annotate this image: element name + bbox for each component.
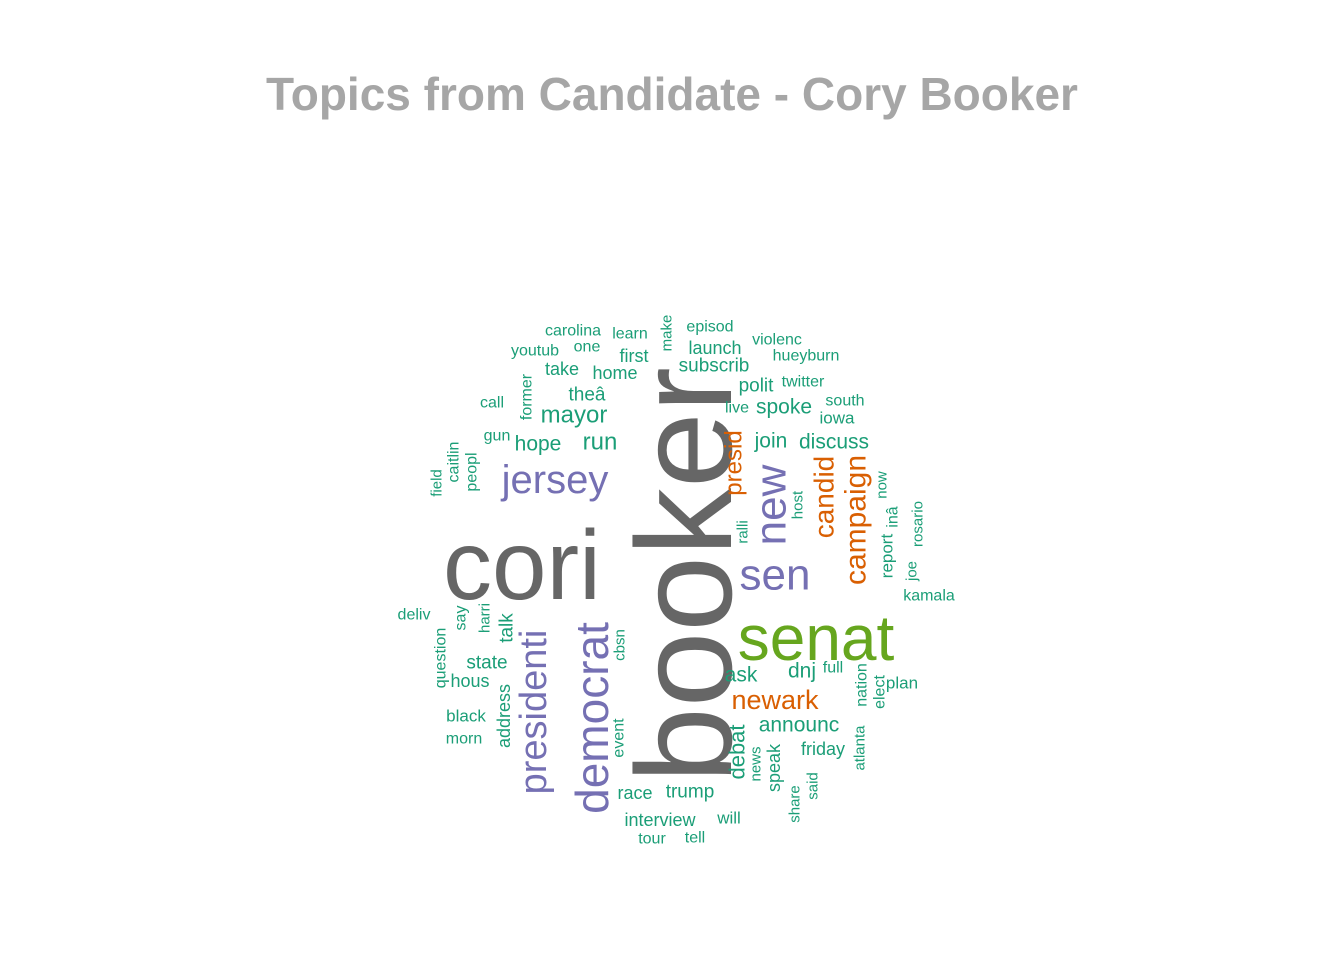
word-booker-0: booker — [608, 367, 760, 783]
word-peopl-57: peopl — [464, 452, 481, 491]
word-sen-7: sen — [740, 551, 811, 600]
word-deliv-68: deliv — [398, 607, 431, 624]
word-launch-31: launch — [688, 338, 741, 358]
word-hous-35: hous — [450, 671, 489, 691]
word-tour-81: tour — [638, 831, 666, 848]
word-elect-75: elect — [872, 675, 889, 709]
word-say-69: say — [453, 606, 470, 631]
word-plan-39: plan — [886, 674, 918, 693]
word-youtub-49: youtub — [511, 343, 559, 360]
word-make-60: make — [659, 315, 676, 352]
word-announc-15: announc — [759, 714, 840, 737]
word-twitter-51: twitter — [782, 374, 825, 391]
word-the-23: theâ — [569, 385, 606, 406]
word-host-61: host — [790, 490, 807, 519]
word-gun-55: gun — [484, 428, 511, 445]
word-take-33: take — [545, 359, 579, 379]
word-candid-9: candid — [809, 456, 840, 539]
word-subscrib-22: subscrib — [679, 356, 750, 377]
word-democrat-3: democrat — [566, 622, 618, 814]
word-home-32: home — [592, 363, 637, 383]
word-run-13: run — [583, 429, 618, 456]
word-first-34: first — [620, 346, 649, 366]
word-address-36: address — [494, 684, 514, 748]
word-kamala-67: kamala — [903, 588, 955, 605]
word-rosario-65: rosario — [910, 501, 927, 547]
word-former-56: former — [519, 373, 536, 420]
word-ralli-62: ralli — [735, 520, 752, 543]
word-cbsn-72: cbsn — [612, 629, 629, 661]
word-interview-30: interview — [624, 810, 696, 830]
word-news-77: news — [748, 746, 765, 781]
word-hueyburn-48: hueyburn — [773, 348, 840, 365]
word-nation-74: nation — [854, 663, 871, 707]
word-south-52: south — [825, 393, 864, 410]
word-race-28: race — [617, 783, 652, 803]
word-black-42: black — [446, 707, 486, 726]
word-join-18: join — [754, 430, 788, 453]
word-atlanta-78: atlanta — [852, 725, 869, 771]
word-episod-46: episod — [686, 319, 733, 336]
word-morn-43: morn — [446, 731, 482, 748]
word-presid-11: presid — [721, 430, 748, 495]
word-in-64: inâ — [885, 506, 902, 527]
word-now-63: now — [874, 471, 891, 499]
word-learn-45: learn — [612, 326, 648, 343]
word-iowa-40: iowa — [820, 409, 856, 428]
word-harri-70: harri — [477, 603, 494, 633]
word-presidenti-4: presidenti — [513, 630, 555, 795]
word-violenc-47: violenc — [752, 332, 802, 349]
word-caitlin-58: caitlin — [446, 442, 463, 483]
word-trump-27: trump — [666, 782, 715, 803]
word-said-80: said — [805, 772, 822, 800]
word-jersey-5: jersey — [501, 458, 609, 502]
word-polit-24: polit — [739, 376, 775, 397]
word-ask-21: ask — [725, 664, 758, 687]
word-newark-10: newark — [731, 685, 819, 715]
word-full-73: full — [823, 660, 843, 677]
word-field-59: field — [429, 469, 446, 497]
word-mayor-12: mayor — [541, 402, 608, 429]
word-talk-26: talk — [497, 613, 518, 643]
word-discuss-17: discuss — [799, 431, 869, 454]
word-campaign-8: campaign — [840, 455, 873, 585]
word-friday-29: friday — [801, 739, 845, 759]
word-will-38: will — [716, 809, 741, 828]
word-state-25: state — [466, 653, 507, 674]
word-share-79: share — [787, 785, 804, 823]
word-senat-2: senat — [738, 602, 895, 674]
word-one-50: one — [574, 339, 601, 356]
chart-title: Topics from Candidate - Cory Booker — [266, 68, 1078, 120]
word-new-6: new — [747, 464, 796, 545]
word-hope-16: hope — [515, 433, 562, 456]
word-debat-14: debat — [725, 724, 750, 779]
word-carolina-44: carolina — [545, 323, 601, 340]
word-tell-82: tell — [685, 830, 705, 847]
word-speak-37: speak — [764, 743, 784, 792]
word-report-41: report — [878, 534, 897, 579]
word-question-71: question — [433, 628, 450, 689]
word-event-76: event — [611, 718, 628, 758]
word-call-54: call — [480, 395, 504, 412]
word-joe-66: joe — [904, 561, 921, 582]
word-live-53: live — [725, 400, 749, 417]
word-spoke-19: spoke — [756, 396, 812, 419]
word-dnj-20: dnj — [788, 660, 816, 683]
word-cori-1: cori — [443, 510, 601, 620]
